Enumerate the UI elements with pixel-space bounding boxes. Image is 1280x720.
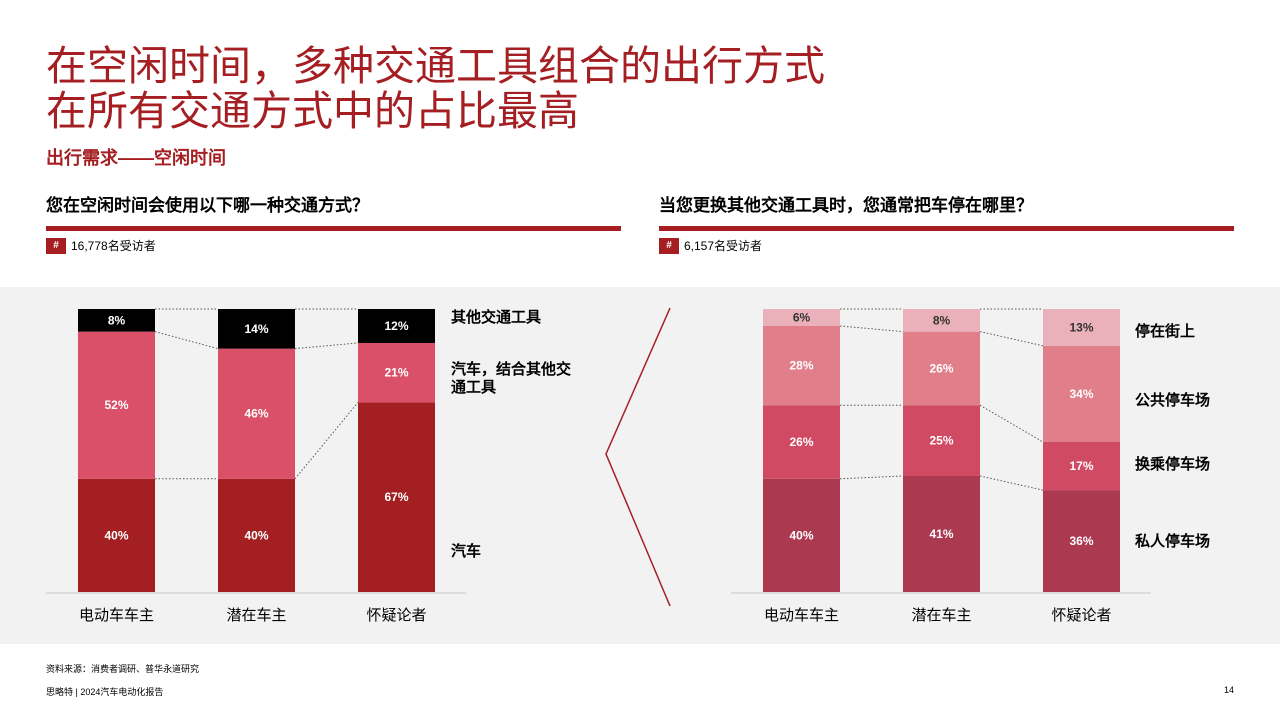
bar-segment-0-1-1 <box>218 348 295 479</box>
left-respondents: # 16,778名受访者 <box>46 237 156 254</box>
data-label-0-2-0: 67% <box>384 490 408 504</box>
data-label-0-2-1: 21% <box>384 366 408 380</box>
page-number: 14 <box>1223 685 1234 695</box>
bar-segment-1-1-3 <box>903 309 980 332</box>
data-label-0-0-2: 8% <box>108 313 126 327</box>
bar-segment-1-1-1 <box>903 405 980 476</box>
right-respondents: # 6,157名受访者 <box>659 237 762 254</box>
connector-line-0-1-0 <box>154 331 219 350</box>
bar-segment-0-2-0 <box>358 402 435 592</box>
right-question: 当您更换其他交通工具时，您通常把车停在哪里？ <box>659 196 1033 215</box>
bar-segment-1-0-3 <box>763 309 840 326</box>
x-tick-label-0-1: 潜在车主 <box>226 607 286 624</box>
data-label-1-0-1: 26% <box>789 435 813 449</box>
data-label-0-1-1: 46% <box>244 407 268 421</box>
bar-segment-1-0-1 <box>763 405 840 479</box>
data-label-1-2-3: 13% <box>1069 320 1093 334</box>
page-title: 在空闲时间，多种交通工具组合的出行方式 在所有交通方式中的占比最高 <box>46 44 825 134</box>
x-tick-label-1-1: 潜在车主 <box>911 607 971 624</box>
legend-label-0-0: 汽车 <box>451 542 481 560</box>
connector-line-0-0-1 <box>294 402 359 480</box>
x-tick-label-0-2: 怀疑论者 <box>366 607 426 624</box>
x-tick-label-0-0: 电动车车主 <box>79 607 154 624</box>
bar-segment-0-0-0 <box>78 478 155 592</box>
bar-segment-0-0-1 <box>78 331 155 479</box>
data-label-1-0-2: 28% <box>789 359 813 373</box>
x-tick-label-1-0: 电动车车主 <box>764 607 839 624</box>
data-label-1-1-1: 25% <box>929 434 953 448</box>
section-subtitle: 出行需求——空闲时间 <box>46 148 226 168</box>
bar-segment-0-1-0 <box>218 478 295 592</box>
legend-label-1-3: 停在街上 <box>1135 322 1195 340</box>
data-label-1-1-3: 8% <box>933 313 951 327</box>
bar-segment-0-2-1 <box>358 342 435 403</box>
data-label-0-1-2: 14% <box>244 322 268 336</box>
connector-line-0-1-1 <box>294 342 359 350</box>
bar-segment-0-2-2 <box>358 309 435 343</box>
connector-line-1-0-1 <box>979 475 1044 491</box>
right-divider <box>659 226 1234 231</box>
connector-line-1-2-1 <box>979 331 1044 347</box>
bar-segment-1-1-2 <box>903 331 980 406</box>
bar-segment-1-2-1 <box>1043 442 1120 491</box>
legend-label-1-0: 私人停车场 <box>1134 532 1210 550</box>
title-line-1: 在空闲时间，多种交通工具组合的出行方式 <box>46 43 825 89</box>
title-line-2: 在所有交通方式中的占比最高 <box>46 88 579 134</box>
data-label-0-0-1: 52% <box>104 398 128 412</box>
respondents-icon: # <box>659 237 679 254</box>
data-label-1-1-0: 41% <box>929 527 953 541</box>
left-question: 您在空闲时间会使用以下哪一种交通方式？ <box>46 196 369 215</box>
bar-segment-1-0-0 <box>763 478 840 592</box>
bar-segment-1-2-3 <box>1043 309 1120 346</box>
connector-line-1-0-0 <box>839 475 904 480</box>
source-note: 资料来源：消费者调研、普华永道研究 <box>46 664 200 674</box>
bar-segment-0-0-2 <box>78 309 155 332</box>
bar-segment-1-2-2 <box>1043 345 1120 443</box>
bar-segment-1-1-0 <box>903 475 980 592</box>
data-label-1-1-2: 26% <box>929 361 953 375</box>
respondents-icon: # <box>46 237 66 254</box>
data-label-0-1-0: 40% <box>244 528 268 542</box>
data-label-0-2-2: 12% <box>384 319 408 333</box>
data-label-1-0-3: 6% <box>793 310 811 324</box>
report-footer: 思略特 | 2024汽车电动化报告 <box>46 687 164 697</box>
legend-label-1-2: 公共停车场 <box>1135 391 1210 409</box>
bar-segment-1-2-0 <box>1043 490 1120 592</box>
left-divider <box>46 226 621 231</box>
legend-label-1-1: 换乘停车场 <box>1135 455 1210 473</box>
left-respondents-count: 16,778名受访者 <box>71 239 156 253</box>
right-respondents-count: 6,157名受访者 <box>684 239 763 253</box>
connector-line-1-2-0 <box>839 325 904 333</box>
legend-label-0-2: 其他交通工具 <box>451 308 541 326</box>
data-label-1-2-1: 17% <box>1069 459 1093 473</box>
data-label-1-2-0: 36% <box>1069 534 1093 548</box>
data-label-1-2-2: 34% <box>1069 387 1093 401</box>
data-label-0-0-0: 40% <box>104 528 128 542</box>
bar-segment-0-1-2 <box>218 309 295 349</box>
chevron-separator <box>605 307 671 607</box>
data-label-1-0-0: 40% <box>789 528 813 542</box>
legend-label-0-1-0: 汽车，结合其他交 <box>451 360 571 378</box>
bar-segment-1-0-2 <box>763 325 840 406</box>
connector-line-1-1-1 <box>979 404 1044 443</box>
legend-label-0-1-1: 通工具 <box>451 379 496 396</box>
x-tick-label-1-2: 怀疑论者 <box>1051 607 1111 624</box>
